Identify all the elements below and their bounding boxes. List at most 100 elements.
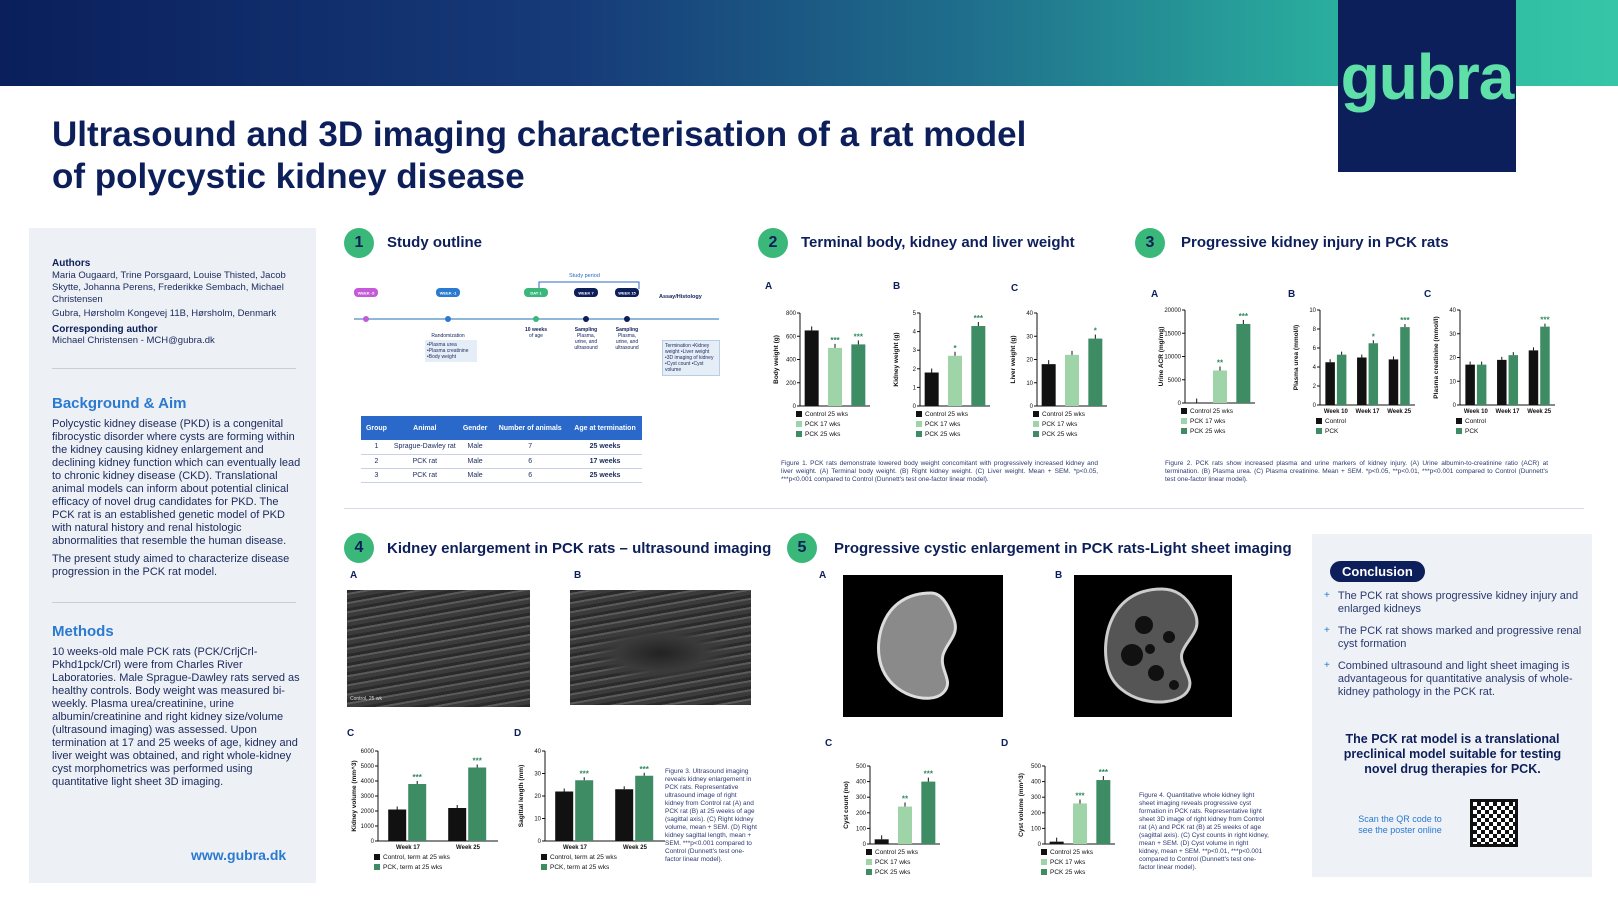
y-tick-label: 3000 — [361, 794, 375, 800]
timeline-node-label: DAY 1 — [530, 291, 542, 296]
randomization-box: •Plasma urea •Plasma creatinine •Body we… — [425, 340, 477, 362]
website-link[interactable]: www.gubra.dk — [191, 847, 287, 863]
bar — [804, 330, 819, 406]
qr-text: Scan the QR code to see the poster onlin… — [1358, 814, 1442, 835]
legend-swatch — [866, 849, 872, 855]
y-tick-label: 10 — [534, 817, 541, 823]
legend-label: PCK 17 wks — [805, 421, 841, 428]
bar — [1096, 780, 1111, 844]
methods-title: Methods — [52, 623, 114, 640]
significance-marker: ** — [902, 795, 909, 804]
timeline-node-label: WEEK 15 — [618, 291, 636, 296]
bar — [555, 791, 574, 841]
bar — [1357, 357, 1367, 405]
y-tick-label: 10 — [1309, 308, 1316, 314]
legend-swatch — [541, 854, 547, 860]
legend-swatch — [541, 864, 547, 870]
y-tick-label: 4000 — [361, 779, 375, 785]
legend-swatch — [1456, 418, 1462, 424]
bar — [1041, 364, 1056, 406]
timeline-step-text: of age — [529, 333, 543, 339]
study-period-bracket — [538, 281, 640, 289]
y-axis-label: Urine ACR (mg/mg) — [1158, 327, 1165, 387]
section-1-title: Study outline — [387, 234, 482, 251]
fig4-panel-d: D — [1001, 738, 1009, 749]
y-tick-label: 20000 — [1164, 308, 1181, 314]
legend-label: PCK 25 wks — [1050, 869, 1086, 876]
y-tick-label: 0 — [371, 839, 375, 845]
chart-plasma-urea: 0 2 4 6 8 10 Plasma urea (mmol/l) Week 10 * Week … — [1293, 308, 1415, 435]
fig3-panel-c: C — [347, 728, 355, 739]
fig1-panel-a: A — [765, 281, 773, 292]
bar — [1388, 359, 1399, 405]
bar — [1236, 323, 1251, 403]
timeline-node-label: WEEK -5 — [358, 291, 375, 296]
table-cell: Sprague-Dawley rat — [391, 440, 458, 455]
significance-marker: *** — [924, 770, 934, 779]
bar — [1508, 355, 1519, 405]
legend-label: PCK 25 wks — [805, 431, 841, 438]
table-row: 1 Sprague-Dawley rat Male 7 25 weeks — [361, 440, 642, 455]
divider — [52, 368, 296, 369]
y-tick-label: 0 — [1178, 401, 1182, 407]
significance-marker: *** — [413, 773, 423, 782]
timeline-step-text: Plasma, — [577, 333, 595, 339]
section-divider — [344, 508, 1584, 509]
legend-swatch — [866, 869, 872, 875]
y-axis-label: Cyst count (no) — [843, 781, 850, 829]
study-period-label: Study period — [569, 273, 600, 279]
timeline-step-text: Sampling — [575, 327, 598, 333]
fig2-panel-b: B — [1288, 289, 1296, 300]
y-tick-label: 10 — [1026, 381, 1033, 387]
y-tick-label: 2 — [1313, 384, 1317, 390]
x-tick-label: Week 10 — [1324, 409, 1349, 415]
section-5-title: Progressive cystic enlargement in PCK ra… — [834, 540, 1292, 557]
significance-marker: *** — [640, 765, 650, 774]
significance-marker: *** — [1400, 316, 1410, 325]
table-cell: 25 weeks — [568, 440, 642, 455]
table-cell: Male — [457, 454, 493, 469]
conclusion-item: + The PCK rat shows progressive kidney in… — [1324, 590, 1579, 615]
qr-code[interactable] — [1470, 799, 1518, 847]
bar — [635, 775, 654, 841]
y-tick-label: 500 — [1031, 764, 1042, 770]
table-cell: 6 — [492, 468, 569, 483]
fig4-panel-b: B — [1055, 570, 1063, 581]
legend-label: PCK 17 wks — [1050, 859, 1086, 866]
corresponding-label: Corresponding author — [52, 324, 158, 335]
bar — [921, 781, 936, 844]
legend-swatch — [1033, 431, 1039, 437]
y-tick-label: 500 — [856, 764, 867, 770]
legend-label: PCK 17 wks — [925, 421, 961, 428]
y-tick-label: 30 — [1026, 334, 1033, 340]
bar — [1065, 354, 1079, 406]
legend-swatch — [1041, 859, 1047, 865]
y-tick-label: 100 — [856, 826, 867, 832]
y-tick-label: 400 — [1031, 780, 1042, 786]
significance-marker: *** — [580, 769, 590, 778]
bar — [388, 809, 407, 841]
y-tick-label: 0 — [913, 404, 917, 410]
study-table: Group Animal Gender Number of animals Age at… — [361, 416, 642, 483]
legend-label: PCK — [1465, 428, 1479, 435]
affiliation: Gubra, Hørsholm Kongevej 11B, Hørsholm, … — [52, 308, 277, 319]
table-cell: PCK rat — [391, 468, 458, 483]
timeline-nodes: WEEK -5 WEEK -1 Randomization DAY 1 10 weeks… — [354, 288, 639, 351]
table-row: 2 PCK rat Male 6 17 weeks — [361, 454, 642, 469]
legend-swatch — [1181, 418, 1187, 424]
legend-label: Control 25 wks — [1050, 849, 1094, 856]
y-tick-label: 6000 — [361, 749, 375, 755]
timeline-node-badge — [354, 288, 378, 297]
timeline-node — [533, 316, 539, 322]
table-cell: 3 — [361, 468, 392, 483]
poster-title: Ultrasound and 3D imaging characterisati… — [52, 115, 1027, 196]
fig3-panel-d: D — [514, 728, 522, 739]
timeline-node-label: WEEK -1 — [440, 291, 457, 296]
bar — [1476, 364, 1487, 405]
bar — [1368, 343, 1379, 405]
legend-swatch — [1033, 421, 1039, 427]
divider — [52, 602, 296, 603]
timeline-step-text: Sampling — [616, 327, 639, 333]
legend-label: Control — [1325, 418, 1347, 425]
bar — [851, 344, 866, 406]
